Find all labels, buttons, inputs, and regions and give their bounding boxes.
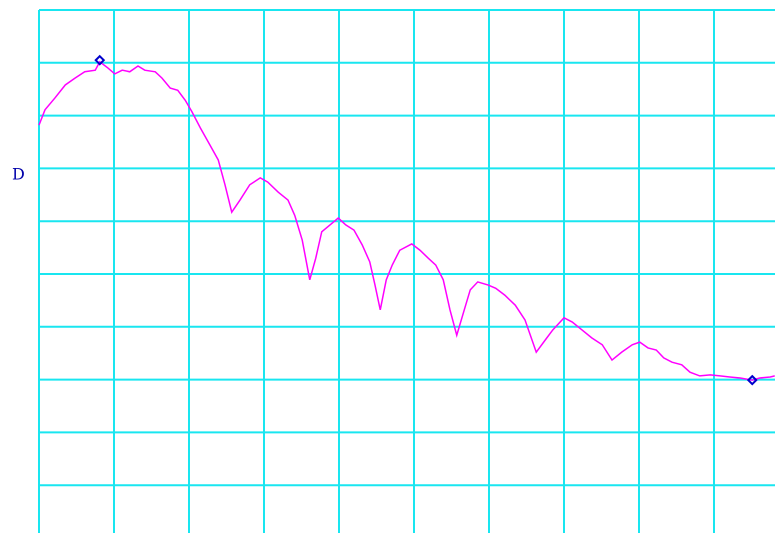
trace-label: D — [12, 165, 25, 184]
marker — [94, 54, 106, 66]
marker — [746, 374, 758, 386]
trace — [38, 60, 775, 381]
